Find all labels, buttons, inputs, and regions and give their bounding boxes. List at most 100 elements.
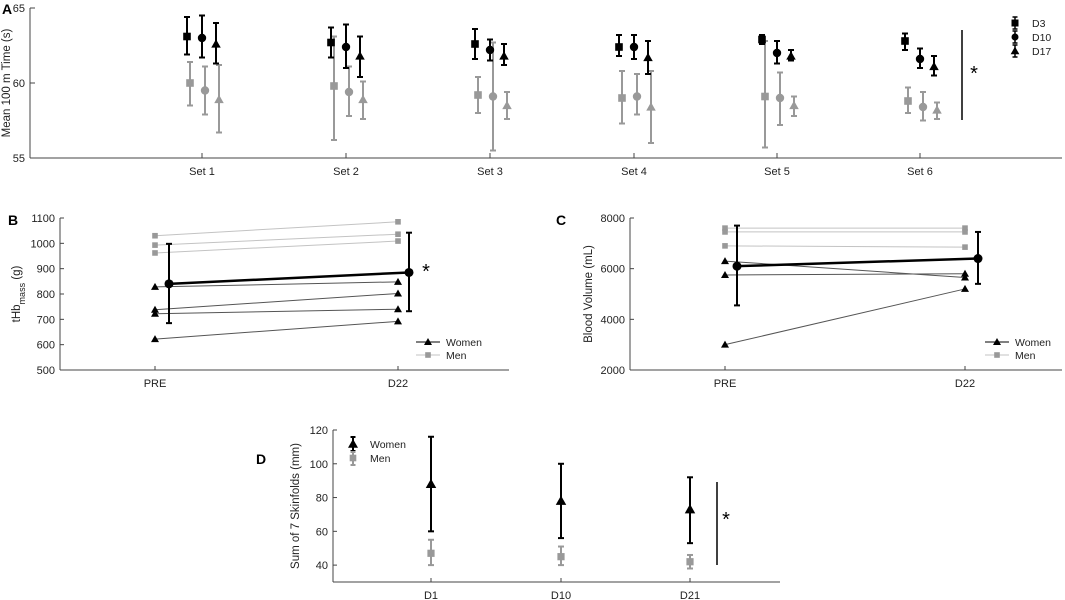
y-tick-label: 900 [37, 264, 55, 276]
men-point-c-3-d22 [962, 244, 968, 250]
point-a-d3-women-set3 [471, 40, 479, 48]
point-a-d3-men-set5 [761, 92, 769, 101]
men-point-b-3-d22 [395, 238, 401, 244]
legend-marker-a-d3 [1011, 19, 1019, 27]
x-tick-label-d22: D22 [955, 378, 975, 390]
x-tick-label-set-2: Set 2 [333, 166, 359, 178]
point-a-d3-men-set6 [904, 97, 912, 105]
point-a-d10-women-set3 [485, 45, 495, 55]
women-line-b-4 [154, 320, 399, 340]
women-point-b-4-pre [151, 335, 159, 343]
point-d-men-d21 [686, 558, 694, 566]
y-tick-label: 80 [316, 493, 328, 505]
point-d-women-d21 [684, 504, 696, 514]
panel-label-d: D [256, 451, 266, 467]
y-axis-label-b-sub: mass [17, 282, 27, 304]
legend-label-a-d17: D17 [1032, 46, 1051, 58]
mean-point-c-pre [732, 261, 742, 271]
point-a-d3-women-set5 [758, 35, 766, 44]
women-point-c-2-d22 [961, 269, 969, 277]
x-tick-label-set-1: Set 1 [189, 166, 215, 178]
y-axis-label-b-unit: (g) [11, 265, 23, 282]
panel-label-b: B [8, 212, 18, 228]
point-a-d17-women-set6 [929, 61, 939, 71]
panel-a-chart: A 55 60 65 Set 1 Set 2 Set 3 Set 4 Set 5 Set 6 Mea… [1, 1, 1062, 178]
point-d-women-d10 [555, 495, 567, 505]
point-a-d17-men-set2 [358, 94, 368, 104]
women-point-b-1-pre [151, 282, 159, 290]
legend-label-c-women: Women [1015, 337, 1051, 349]
legend-label-d-women: Women [370, 439, 406, 451]
men-line-c-3 [724, 245, 966, 248]
legend-label-a-d3: D3 [1032, 18, 1046, 30]
men-point-c-3-pre [722, 243, 728, 249]
men-point-b-2-pre [152, 242, 158, 248]
point-a-d3-men-set3 [474, 91, 482, 99]
men-point-b-3-pre [152, 250, 158, 256]
y-tick-label: 700 [37, 314, 55, 326]
y-tick-label: 120 [310, 425, 328, 437]
point-a-d17-women-set4 [643, 52, 653, 62]
legend-label-c-men: Men [1015, 350, 1036, 362]
point-a-d10-men-set1 [200, 86, 210, 95]
significance-star-a: * [970, 63, 978, 85]
men-point-b-1-pre [152, 232, 158, 239]
legend-label-b-men: Men [446, 350, 467, 362]
point-a-d10-men-set6 [918, 102, 928, 112]
women-line-c-3 [724, 288, 966, 346]
panel-c-chart: C 2000 4000 6000 8000 PRE D22 Blood Volume (mL)… [556, 212, 1062, 390]
y-tick-label: 60 [13, 78, 25, 90]
y-axis-label-b-main: tHb [11, 304, 23, 322]
panel-b-chart: B 500 600 700 800 900 1000 1100 PRE D22 tHbmass (g… [8, 212, 509, 390]
y-tick-label: 1000 [31, 238, 55, 250]
y-tick-label: 8000 [601, 213, 625, 225]
y-tick-label: 4000 [601, 314, 625, 326]
panel-label-c: C [556, 212, 566, 228]
significance-star-b: * [422, 261, 430, 283]
women-line-b-2 [154, 292, 399, 311]
point-a-d3-men-set1 [186, 79, 194, 87]
panel-label-a: A [2, 1, 12, 17]
women-point-c-2-pre [721, 271, 729, 278]
mean-point-c-d22 [973, 254, 983, 264]
mean-point-b-pre [164, 279, 174, 289]
y-tick-label: 600 [37, 340, 55, 352]
men-point-c-1-pre [722, 225, 728, 231]
point-a-d10-men-set5 [775, 93, 785, 103]
point-a-d3-women-set6 [901, 37, 909, 45]
women-point-c-1-d22 [961, 273, 969, 281]
x-tick-label-d22: D22 [388, 378, 408, 390]
point-a-d17-men-set3 [502, 100, 512, 110]
x-tick-label-d10: D10 [551, 590, 571, 600]
point-a-d3-women-set4 [615, 43, 623, 51]
point-a-d10-men-set4 [632, 92, 642, 101]
x-tick-label-d21: D21 [680, 590, 700, 600]
y-tick-label: 55 [13, 153, 25, 165]
point-a-d17-men-set6 [932, 105, 942, 114]
mean-line-c [736, 257, 979, 268]
men-point-b-2-d22 [395, 231, 401, 238]
point-a-d17-women-set2 [355, 51, 365, 60]
point-a-d3-men-set4 [618, 94, 626, 102]
legend-marker-c-women [993, 338, 1001, 345]
panel-d-chart: D 40 60 80 100 120 D1 D10 D21 Sum of 7 Skinfolds … [256, 425, 780, 600]
point-a-d10-women-set5 [772, 48, 782, 58]
men-point-c-2-pre [722, 229, 728, 235]
women-line-b-3 [154, 308, 399, 315]
y-tick-label: 500 [37, 365, 55, 377]
x-tick-label-set-6: Set 6 [907, 166, 933, 178]
y-tick-label: 65 [13, 3, 25, 15]
legend-marker-a-d17 [1010, 46, 1020, 55]
y-tick-label: 100 [310, 459, 328, 471]
legend-label-b-women: Women [446, 337, 482, 349]
women-point-c-3-pre [721, 340, 729, 348]
mean-point-b-d22 [404, 267, 414, 277]
legend-marker-a-d10 [1011, 33, 1019, 41]
significance-star-d: * [722, 509, 730, 531]
point-d-women-d1 [425, 478, 437, 488]
x-tick-label-set-3: Set 3 [477, 166, 503, 178]
women-point-b-3-pre [151, 309, 159, 317]
women-point-b-2-d22 [394, 289, 402, 297]
women-point-b-4-d22 [394, 317, 402, 325]
